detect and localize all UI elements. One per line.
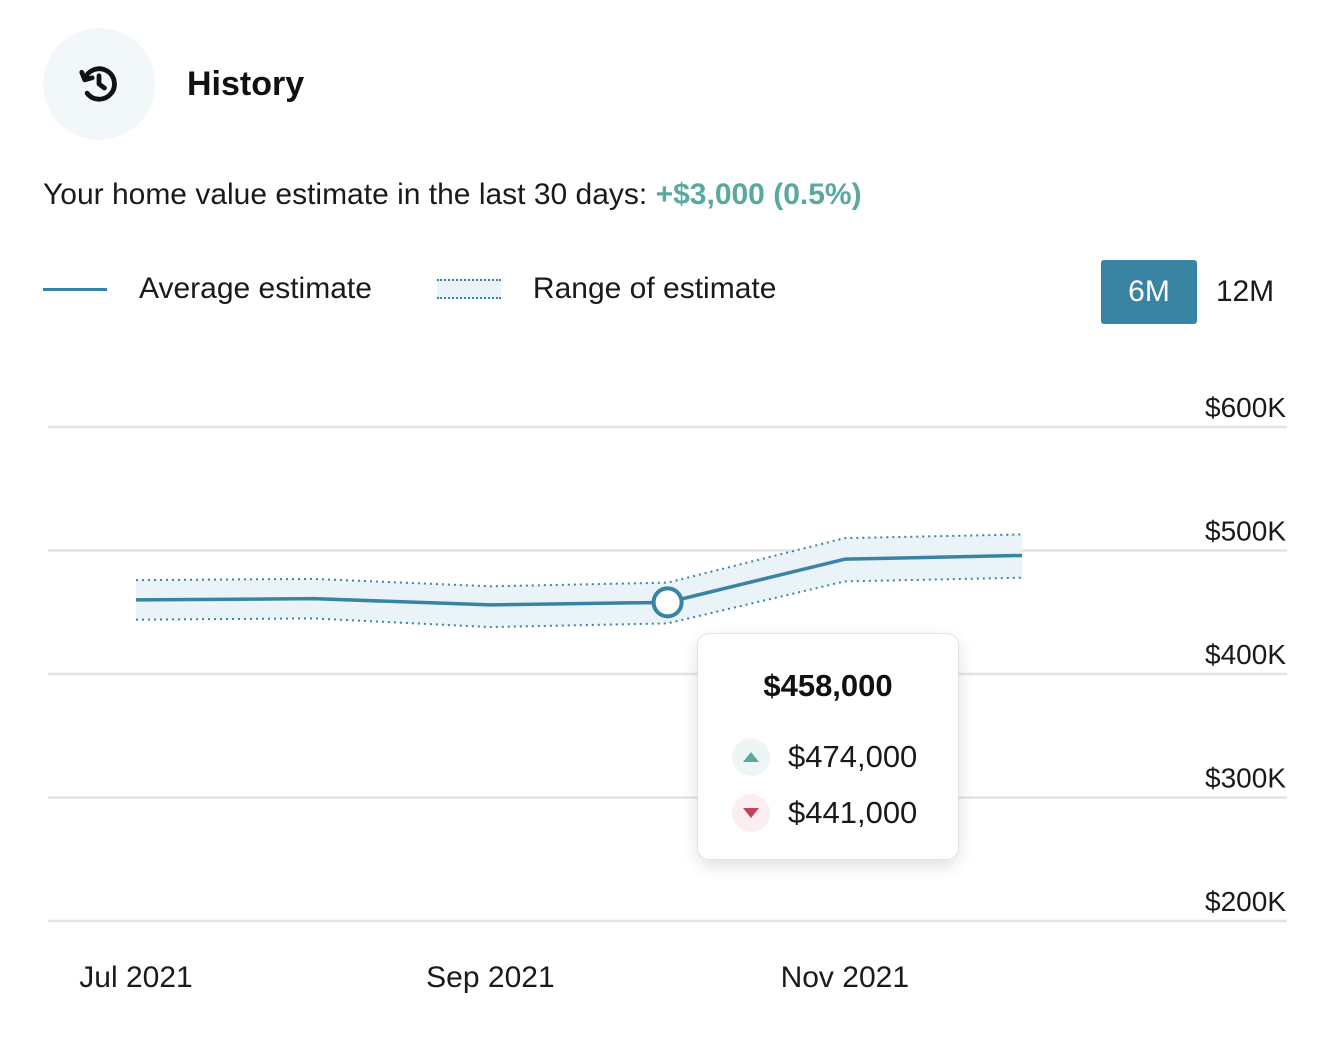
y-tick-label: $300K xyxy=(1205,763,1286,794)
x-tick-label: Sep 2021 xyxy=(426,961,554,994)
estimate-tooltip: $458,000 $474,000 $441,000 xyxy=(697,633,959,860)
period-toggle: 6M 12M xyxy=(1101,260,1293,324)
tooltip-high-value: $474,000 xyxy=(788,739,918,774)
triangle-down-icon xyxy=(732,794,770,832)
summary-change: +$3,000 (0.5%) xyxy=(655,178,862,211)
tooltip-low-value: $441,000 xyxy=(788,795,918,830)
tooltip-high-row: $474,000 xyxy=(732,738,917,776)
value-change-summary: Your home value estimate in the last 30 … xyxy=(43,178,862,212)
summary-text: Your home value estimate in the last 30 … xyxy=(43,178,648,211)
tooltip-value: $458,000 xyxy=(763,668,893,703)
triangle-up-icon xyxy=(732,738,770,776)
legend-range-label: Range of estimate xyxy=(532,272,777,305)
history-icon-badge xyxy=(43,28,155,140)
range-upper-line xyxy=(135,533,1023,588)
tooltip-low-row: $441,000 xyxy=(732,794,917,832)
average-estimate-line xyxy=(135,553,1023,607)
y-tick-label: $200K xyxy=(1205,886,1286,917)
chart-legend: Average estimate Range of estimate xyxy=(43,272,776,306)
highlight-point xyxy=(651,586,684,619)
x-tick-label: Jul 2021 xyxy=(79,961,192,994)
section-title: History xyxy=(187,64,305,103)
legend-average-label: Average estimate xyxy=(139,272,372,305)
period-6m-button[interactable]: 6M xyxy=(1101,260,1197,324)
y-tick-label: $500K xyxy=(1205,516,1286,547)
legend-average-swatch xyxy=(43,287,107,291)
range-band xyxy=(136,534,1022,628)
period-12m-button[interactable]: 12M xyxy=(1215,275,1275,308)
history-header: History xyxy=(43,28,304,140)
legend-range-swatch xyxy=(436,279,501,299)
x-tick-label: Nov 2021 xyxy=(781,961,909,994)
y-tick-label: $600K xyxy=(1205,392,1286,423)
y-tick-label: $400K xyxy=(1205,639,1286,670)
history-icon xyxy=(79,66,117,102)
